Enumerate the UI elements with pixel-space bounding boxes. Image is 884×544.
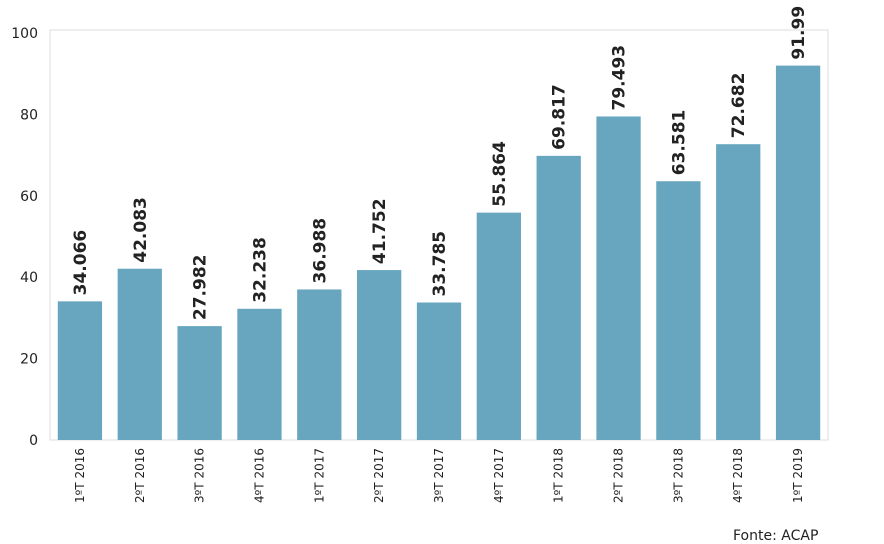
y-tick-label: 100 (11, 26, 38, 42)
bar (716, 144, 761, 440)
y-tick-label: 0 (29, 433, 38, 449)
bar (596, 116, 641, 440)
bar (357, 270, 402, 440)
bar (536, 155, 581, 441)
y-tick-label: 40 (20, 270, 38, 286)
y-tick-label: 60 (20, 189, 38, 205)
value-label: 27.982 (191, 255, 211, 321)
value-label: 69.817 (550, 84, 570, 150)
x-tick-label: 2ºT 2016 (133, 448, 147, 503)
value-label: 55.864 (490, 141, 510, 207)
x-tick-label: 1ºT 2018 (552, 448, 566, 503)
bar (237, 308, 282, 440)
x-tick-label: 2ºT 2018 (612, 448, 626, 503)
x-tick-label: 1ºT 2017 (312, 448, 326, 503)
value-label: 32.238 (250, 237, 270, 303)
value-label: 41.752 (370, 198, 390, 264)
value-label: 79.493 (610, 45, 630, 111)
bar (775, 65, 821, 440)
x-tick-label: 4ºT 2016 (252, 448, 266, 503)
value-label: 63.581 (669, 110, 689, 176)
x-tick-label: 4ºT 2018 (731, 448, 745, 503)
x-tick-label: 4ºT 2017 (492, 448, 506, 503)
y-tick-label: 80 (20, 107, 38, 123)
y-tick-label: 20 (20, 352, 38, 368)
value-label: 42.083 (131, 197, 151, 263)
value-label: 36.988 (310, 218, 330, 284)
x-tick-label: 3ºT 2018 (671, 448, 685, 503)
x-tick-label: 1ºT 2016 (73, 448, 87, 503)
bar (476, 212, 521, 440)
value-label: 72.682 (729, 73, 749, 139)
bar (117, 268, 162, 440)
value-label: 34.066 (71, 230, 91, 296)
x-tick-label: 3ºT 2017 (432, 448, 446, 503)
source-note: Fonte: ACAP (733, 528, 818, 544)
bar (297, 289, 342, 440)
value-label: 33.785 (430, 231, 450, 297)
bar (656, 181, 701, 440)
x-tick-label: 3ºT 2016 (193, 448, 207, 503)
bar (57, 301, 103, 440)
bar (177, 326, 222, 440)
value-label: 91.99 (789, 6, 809, 60)
x-tick-label: 2ºT 2017 (372, 448, 386, 503)
x-tick-label: 1ºT 2019 (791, 448, 805, 503)
bar (416, 302, 462, 440)
